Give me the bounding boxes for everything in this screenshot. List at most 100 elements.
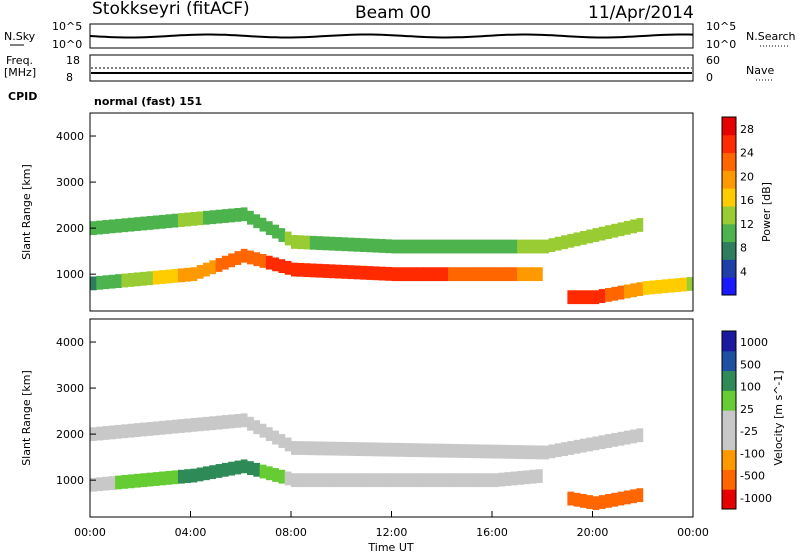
- heatmap-cell: [460, 239, 468, 254]
- xtick-label: 04:00: [175, 526, 207, 539]
- heatmap-cell: [366, 266, 374, 280]
- heatmap-cell: [133, 217, 141, 231]
- heatmap-cell: [561, 235, 568, 250]
- heatmap-cell: [366, 442, 374, 457]
- heatmap-cell: [341, 264, 349, 279]
- heatmap-cell: [485, 444, 493, 459]
- heatmap-cell: [636, 282, 644, 297]
- heatmap-cell: [96, 477, 104, 492]
- heatmap-cell: [454, 473, 462, 488]
- heatmap-cell: [523, 267, 531, 282]
- heatmap-cell: [378, 266, 386, 281]
- colorbar-swatch: [722, 489, 736, 510]
- heatmap-cell: [347, 473, 355, 488]
- heatmap-cell: [579, 230, 587, 245]
- heatmap-cell: [504, 472, 512, 486]
- heatmap-cell: [611, 492, 619, 507]
- colorbar-swatch: [722, 410, 736, 431]
- heatmap-cell: [316, 236, 323, 250]
- freq-label: Freq.: [6, 54, 33, 67]
- heatmap-cell: [190, 468, 198, 483]
- heatmap-cell: [121, 424, 129, 439]
- heatmap-cell: [322, 441, 330, 456]
- heatmap-cell: [297, 235, 305, 250]
- xtick-label: 16:00: [476, 526, 508, 539]
- heatmap-cell: [542, 445, 550, 460]
- heatmap-cell: [410, 473, 418, 488]
- heatmap-cell: [397, 442, 405, 457]
- heatmap-cell: [674, 278, 681, 293]
- heatmap-cell: [253, 252, 261, 267]
- velocity-yaxis: 1000 2000 3000 4000: [56, 336, 96, 487]
- heatmap-cell: [630, 489, 637, 504]
- heatmap-cell: [341, 473, 349, 488]
- heatmap-cell: [291, 473, 298, 488]
- heatmap-cell: [171, 268, 179, 283]
- heatmap-cell: [410, 267, 418, 282]
- heatmap-cell: [466, 267, 474, 282]
- heatmap-cell: [448, 239, 455, 254]
- heatmap-cell: [385, 473, 392, 488]
- heatmap-cell: [573, 232, 581, 247]
- heatmap-cell: [579, 290, 587, 305]
- ytick-label: 1000: [56, 268, 84, 281]
- cpid-label: CPID: [8, 90, 37, 103]
- heatmap-cell: [410, 443, 418, 458]
- freq-left-bottom-tick: 8: [66, 71, 73, 84]
- colorbar-swatch: [722, 241, 736, 260]
- heatmap-cell: [504, 267, 512, 282]
- heatmap-cell: [184, 418, 191, 433]
- heatmap-cell: [498, 239, 506, 254]
- xtick-label: 12:00: [376, 526, 408, 539]
- heatmap-cell: [360, 442, 367, 457]
- heatmap-cell: [366, 473, 374, 488]
- heatmap-cell: [221, 415, 229, 429]
- heatmap-cell: [272, 257, 279, 272]
- heatmap-cell: [272, 430, 279, 445]
- nsearch-label: N.Search: [746, 30, 796, 43]
- heatmap-cell: [247, 250, 254, 265]
- colorbar-swatch: [722, 223, 736, 243]
- heatmap-cell: [598, 226, 606, 241]
- heatmap-cell: [504, 444, 512, 459]
- colorbar-swatch: [722, 117, 736, 136]
- heatmap-cell: [404, 443, 411, 457]
- heatmap-cell: [598, 289, 606, 303]
- heatmap-cell: [203, 210, 210, 225]
- colorbar-swatch: [722, 469, 736, 490]
- xtick-label: 08:00: [275, 526, 307, 539]
- heatmap-cell: [605, 493, 612, 508]
- heatmap-cell: [309, 473, 317, 488]
- noise-trace: [89, 33, 694, 39]
- colorbar-swatch: [722, 449, 736, 470]
- heatmap-cell: [636, 218, 644, 232]
- heatmap-cell: [466, 239, 474, 254]
- heatmap-cell: [460, 444, 468, 458]
- heatmap-cell: [473, 239, 480, 254]
- heatmap-cell: [554, 443, 562, 458]
- heatmap-cell: [127, 474, 135, 489]
- heatmap-cell: [605, 225, 612, 240]
- heatmap-cell: [196, 211, 204, 226]
- heatmap-cell: [429, 443, 436, 458]
- heatmap-cell: [228, 461, 235, 476]
- heatmap-cell: [535, 239, 543, 254]
- heatmap-cell: [548, 444, 556, 459]
- heatmap-cell: [140, 271, 148, 286]
- heatmap-cell: [253, 214, 261, 229]
- heatmap-cell: [309, 263, 317, 278]
- heatmap-cell: [586, 495, 593, 509]
- heatmap-cell: [567, 233, 575, 248]
- heatmap-cell: [623, 220, 631, 235]
- velocity-colorbar-tick: -500: [740, 470, 765, 483]
- heatmap-cell: [171, 419, 179, 434]
- heatmap-cell: [479, 444, 487, 459]
- heatmap-cell: [611, 432, 619, 447]
- heatmap-cell: [504, 239, 512, 254]
- heatmap-cell: [422, 473, 430, 488]
- heatmap-cell: [115, 274, 122, 288]
- heatmap-cell: [617, 431, 625, 446]
- heatmap-cell: [492, 444, 499, 459]
- heatmap-cell: [391, 473, 399, 488]
- heatmap-cell: [328, 264, 336, 279]
